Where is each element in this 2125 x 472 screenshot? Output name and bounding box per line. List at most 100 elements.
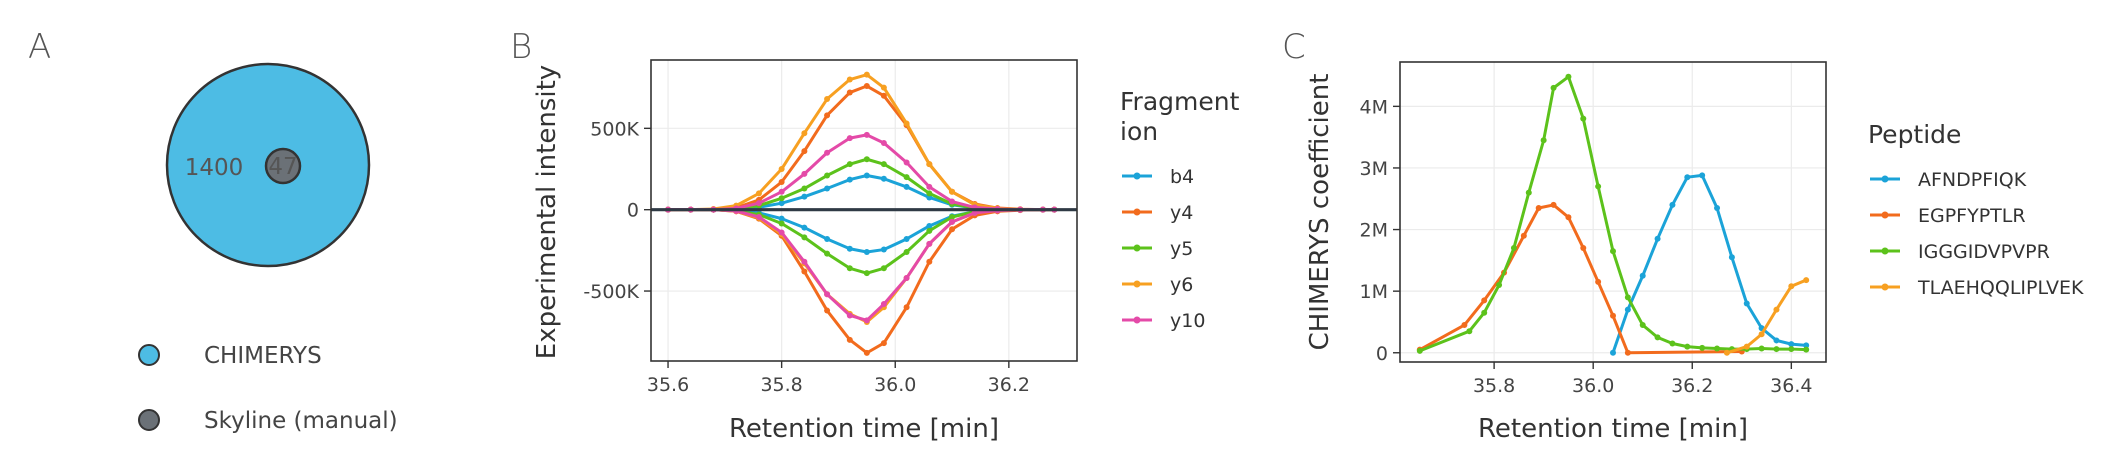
chart-b-point-y4-neg — [926, 258, 933, 265]
chart-c-ytick-label: 2M — [1360, 220, 1388, 242]
venn-value-shared: 47 — [268, 154, 297, 180]
panel-letter-c: C — [1282, 27, 1306, 67]
chart-b-point-y10-neg — [949, 218, 956, 225]
chart-c-point-EGPFYPTLR — [1550, 201, 1557, 208]
chart-c-point-AFNDPFIQK — [1714, 204, 1721, 211]
venn-value-chimerys: 1400 — [185, 155, 244, 181]
chart-b-point-y6-pos — [903, 120, 910, 127]
chart-b-point-y5-pos — [880, 161, 887, 168]
chart-b-ytick-label: 0 — [627, 200, 639, 222]
chart-b-frame — [650, 59, 1078, 362]
chart-c-point-TLAEHQQLIPLVEK — [1758, 331, 1765, 338]
chart-b-point-y4-neg — [903, 304, 910, 311]
chart-b-ylabel: Experimental intensity — [532, 65, 562, 359]
chart-b-point-y5-pos — [903, 174, 910, 181]
chart-b-legend-dot-y10 — [1133, 316, 1141, 324]
chart-b-point-y5-pos — [926, 190, 933, 197]
chart-c-point-AFNDPFIQK — [1803, 342, 1810, 349]
chart-c-point-TLAEHQQLIPLVEK — [1723, 349, 1730, 356]
chart-c-point-IGGGIDVPVPR — [1669, 340, 1676, 347]
venn-legend-key-skyline — [138, 409, 160, 431]
chart-c-point-IGGGIDVPVPR — [1550, 84, 1557, 91]
chart-c-point-IGGGIDVPVPR — [1624, 294, 1631, 301]
chart-c-point-IGGGIDVPVPR — [1803, 346, 1810, 353]
chart-b-point-y4-pos — [863, 83, 870, 90]
chart-b-point-y4-neg — [801, 268, 808, 275]
chart-b-point-y4-pos — [801, 148, 808, 155]
venn-circle-skyline — [264, 147, 302, 185]
chart-b-point-y5-pos — [778, 195, 785, 202]
chart-c-point-EGPFYPTLR — [1520, 232, 1527, 239]
chart-b-legend-dot-b4 — [1133, 172, 1141, 180]
chart-c-legend-title: Peptide — [1868, 120, 1961, 149]
chart-b-series-line-y5-neg — [666, 208, 1056, 275]
chart-b-point-y6-pos — [880, 84, 887, 91]
chart-b-point-y6-pos — [778, 166, 785, 173]
chart-b-series-line-b4-pos — [666, 174, 1056, 212]
chart-c-point-IGGGIDVPVPR — [1540, 137, 1547, 144]
chart-b-point-y5-neg — [846, 265, 853, 272]
chart-b-series-line-y10-pos — [666, 133, 1056, 212]
chart-c-point-IGGGIDVPVPR — [1758, 345, 1765, 352]
chart-b-point-b4-pos — [778, 200, 785, 207]
chart-c-point-IGGGIDVPVPR — [1580, 115, 1587, 122]
chart-b-xtick-label: 35.6 — [647, 374, 689, 396]
chart-b-series-line-y4-pos — [666, 84, 1056, 212]
chart-c-legend-dot-AFNDPFIQK — [1881, 175, 1889, 183]
chart-b-point-b4-pos — [863, 172, 870, 179]
chart-b-point-y5-pos — [801, 185, 808, 192]
chart-c-point-AFNDPFIQK — [1788, 341, 1795, 348]
chart-b-legend-title-line1: Fragment — [1120, 87, 1240, 116]
chart-b-ytick-label: 500K — [590, 118, 639, 140]
chart-c-point-EGPFYPTLR — [1481, 297, 1488, 304]
chart-b-point-y10-pos — [755, 200, 762, 207]
chart-b-point-y4-neg — [846, 336, 853, 343]
chart-b-series-line-y10-neg — [666, 208, 1056, 322]
chart-b-point-y5-neg — [926, 227, 933, 234]
chart-c-point-AFNDPFIQK — [1610, 349, 1616, 356]
chart-b-legend-dot-y4 — [1133, 208, 1141, 216]
chart-b-point-y5-pos — [846, 161, 853, 168]
chart-b-xlabel: Retention time [min] — [729, 414, 999, 444]
chart-b-point-y4-neg — [863, 349, 870, 356]
chart-b-xtick-label: 36.0 — [874, 374, 916, 396]
chart-b-point-y6-pos — [755, 190, 762, 197]
chart-c-legend-label-AFNDPFIQK: AFNDPFIQK — [1918, 169, 2027, 191]
chart-c-legend-dot-IGGGIDVPVPR — [1881, 247, 1889, 255]
chart-c-point-IGGGIDVPVPR — [1714, 345, 1721, 352]
chart-c-point-AFNDPFIQK — [1743, 300, 1750, 307]
chart-b-point-y10-neg — [755, 214, 762, 221]
chart-b-point-y4-pos — [880, 92, 887, 99]
chart-b-point-y5-neg — [949, 214, 956, 221]
chart-b-point-y5-neg — [801, 234, 808, 241]
chart-b-legend-title-line2: ion — [1120, 117, 1158, 146]
chart-b-point-y6-pos — [801, 130, 808, 137]
chart-b-point-y5-neg — [778, 220, 785, 227]
chart-b-point-y6-pos — [926, 161, 933, 168]
chart-b-point-y10-neg — [863, 317, 870, 324]
chart-c-xtick-label: 36.4 — [1770, 375, 1812, 397]
panel-letter-b: B — [510, 27, 532, 67]
chart-c-point-TLAEHQQLIPLVEK — [1773, 306, 1780, 313]
chart-b-point-b4-pos — [824, 185, 831, 192]
chart-c-point-EGPFYPTLR — [1565, 214, 1572, 221]
chart-c-point-AFNDPFIQK — [1669, 201, 1676, 208]
chart-c-point-EGPFYPTLR — [1580, 245, 1587, 252]
chart-b-point-y10-pos — [926, 183, 933, 190]
chart-c-point-EGPFYPTLR — [1624, 349, 1631, 356]
chart-b-point-y10-pos — [824, 149, 831, 156]
chart-c-point-AFNDPFIQK — [1699, 172, 1706, 179]
chart-c-point-IGGGIDVPVPR — [1481, 309, 1488, 316]
chart-b-point-y10-neg — [824, 291, 831, 298]
chart-c-point-AFNDPFIQK — [1654, 235, 1661, 242]
chart-b-legend-label-y10: y10 — [1170, 310, 1205, 332]
chart-c-legend-label-TLAEHQQLIPLVEK: TLAEHQQLIPLVEK — [1917, 277, 2084, 299]
venn-legend-skyline: Skyline (manual) — [204, 408, 398, 434]
chart-b-point-y4-pos — [824, 112, 831, 119]
chart-b-point-y4-pos — [778, 179, 785, 186]
chart-c-point-IGGGIDVPVPR — [1773, 346, 1780, 353]
chart-b-point-b4-neg — [903, 235, 910, 242]
chart-b-legend-label-b4: b4 — [1170, 166, 1194, 188]
chart-c-legend-dot-TLAEHQQLIPLVEK — [1881, 283, 1889, 291]
